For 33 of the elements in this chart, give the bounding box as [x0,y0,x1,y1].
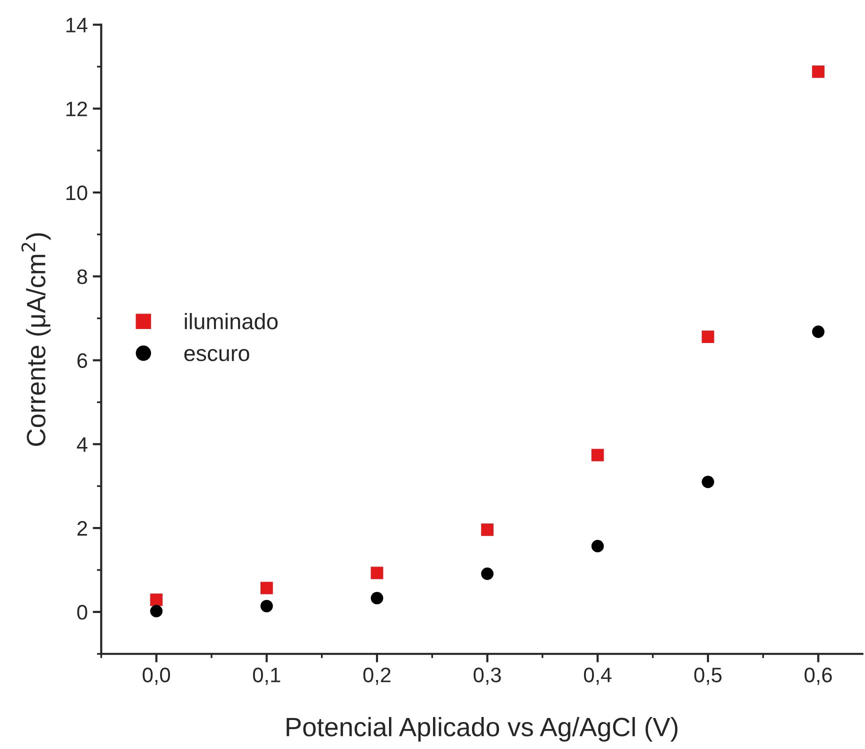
x-tick-label: 0,3 [474,668,501,685]
point [481,568,494,580]
y-tick-label: 2 [77,521,87,536]
x-tick-label: 0,4 [584,668,612,685]
y-tick-label: 12 [66,102,87,116]
point [591,540,604,552]
point [702,330,714,343]
y-tick-label: 4 [76,437,88,452]
y-tick-label: 14 [66,18,88,32]
y-tick-label: 0 [77,604,88,620]
point [370,592,384,604]
point [481,524,494,536]
point [260,582,273,594]
x-tick-label: 0,6 [804,668,832,685]
x-tick-label: 0,1 [253,668,280,685]
x-axis-title: Potencial Aplicado vs Ag/AgCl (V) [286,717,678,742]
point [812,65,824,78]
point [260,600,273,612]
x-tick-label: 0,0 [142,668,170,685]
point [150,604,163,618]
y-tick-label: 10 [66,185,88,200]
y-tick-label: 8 [77,269,88,284]
legend-label: iluminado [184,313,278,330]
y-axis-title: Corrente (μA/cm$^{2}$) [21,233,51,446]
legend-label: escuro [184,349,250,362]
point [702,476,714,488]
y-tick-label: 6 [77,353,88,368]
point [150,594,163,606]
point [812,326,824,338]
point [370,566,384,580]
x-tick-label: 0,2 [363,668,390,685]
x-tick-label: 0,5 [694,668,722,685]
point [591,448,604,462]
